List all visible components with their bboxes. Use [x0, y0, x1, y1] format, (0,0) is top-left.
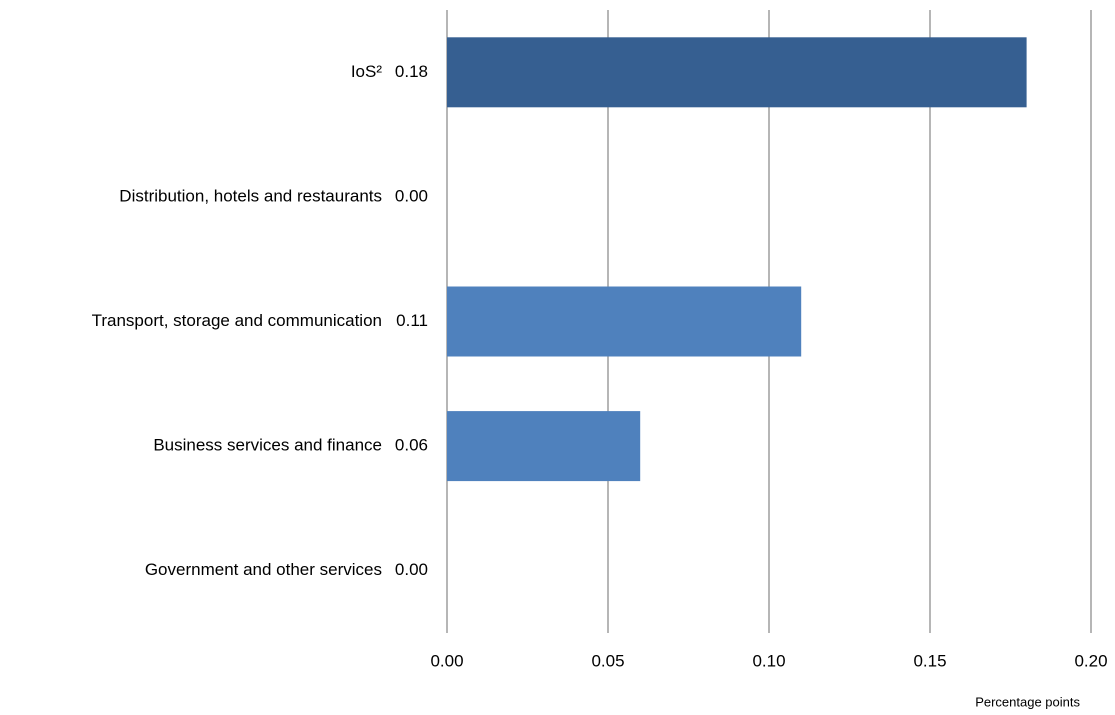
x-tick-label: 0.15: [913, 651, 946, 670]
value-label: 0.06: [395, 436, 428, 455]
value-label: 0.00: [395, 186, 428, 205]
value-label: 0.18: [395, 62, 428, 81]
x-tick-label: 0.00: [430, 651, 463, 670]
y-tick-label: Business services and finance: [153, 436, 382, 455]
y-tick-label: Government and other services: [145, 560, 382, 579]
value-label: 0.00: [395, 560, 428, 579]
bar: [447, 37, 1027, 108]
bar: [447, 411, 641, 482]
bar: [447, 286, 802, 357]
x-tick-label: 0.10: [752, 651, 785, 670]
x-axis-label: Percentage points: [975, 694, 1080, 709]
value-label: 0.11: [396, 311, 428, 330]
y-tick-label: IoS²: [351, 62, 383, 81]
y-tick-label: Distribution, hotels and restaurants: [119, 186, 382, 205]
y-tick-label: Transport, storage and communication: [92, 311, 382, 330]
x-tick-label: 0.05: [591, 651, 624, 670]
x-tick-label: 0.20: [1074, 651, 1107, 670]
